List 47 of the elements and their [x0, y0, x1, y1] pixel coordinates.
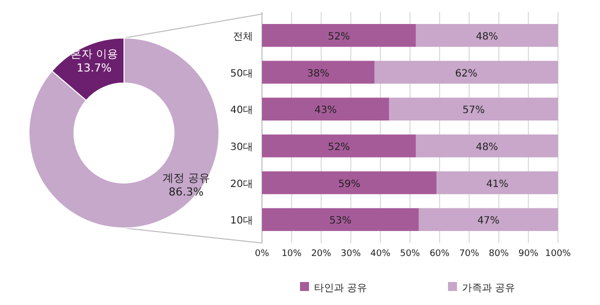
- donut-slice: [28, 38, 220, 228]
- x-tick-label: 40%: [370, 249, 391, 259]
- bar: [262, 208, 419, 231]
- bar: [262, 171, 437, 194]
- legend-label: 가족과 공유: [462, 283, 516, 294]
- y-tick-label: 20대: [230, 178, 253, 190]
- bar: [262, 98, 390, 120]
- data-label: 86.3%: [168, 185, 204, 198]
- data-label: 13.7%: [76, 61, 112, 74]
- data-label: 38%: [307, 68, 330, 80]
- x-tick-label: 30%: [340, 249, 362, 259]
- x-tick-label: 60%: [430, 249, 450, 259]
- x-tick-label: 20%: [311, 249, 332, 259]
- x-tick-label: 80%: [488, 249, 510, 259]
- x-tick-label: 70%: [459, 249, 480, 259]
- bar: [262, 60, 374, 84]
- data-label: 43%: [314, 105, 337, 116]
- bar: [262, 134, 416, 158]
- data-label: 47%: [477, 216, 500, 227]
- data-label: 59%: [338, 178, 360, 190]
- y-tick-label: 10대: [230, 216, 253, 227]
- data-label: 53%: [329, 216, 352, 227]
- data-label: 48%: [476, 142, 498, 153]
- data-label: 52%: [328, 142, 350, 153]
- legend-label: 타인과 공유: [314, 283, 368, 294]
- y-tick-label: 40대: [230, 105, 253, 116]
- data-label: 41%: [486, 178, 508, 190]
- bar: [436, 171, 558, 194]
- y-tick-label: 30대: [230, 142, 253, 153]
- bar: [389, 98, 558, 120]
- bar: [374, 60, 558, 84]
- x-tick-label: 0%: [254, 249, 270, 259]
- bar: [416, 24, 558, 47]
- x-tick-label: 10%: [282, 249, 302, 259]
- y-tick-label: 전체: [233, 31, 253, 42]
- data-label: 48%: [476, 31, 498, 42]
- bar: [418, 208, 558, 231]
- data-label: 62%: [455, 68, 478, 80]
- x-tick-label: 50%: [400, 249, 420, 259]
- bar: [262, 24, 416, 47]
- bar: [416, 134, 558, 158]
- x-tick-label: 90%: [518, 249, 539, 259]
- y-tick-label: 50대: [230, 68, 253, 80]
- data-label: 57%: [462, 105, 485, 116]
- data-label: 52%: [328, 31, 350, 42]
- x-tick-label: 100%: [545, 249, 572, 259]
- slice-label: 계정 공유: [162, 171, 210, 184]
